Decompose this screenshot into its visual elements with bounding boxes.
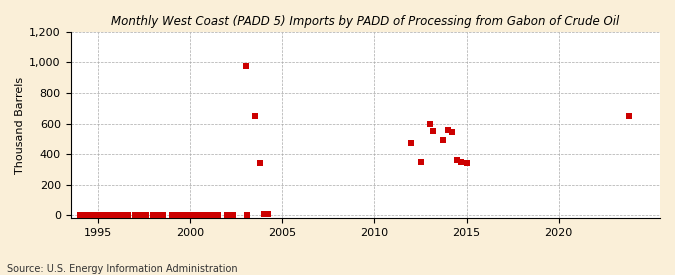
Point <box>170 213 181 217</box>
Point <box>157 213 168 217</box>
Point <box>92 213 103 217</box>
Point <box>148 213 159 217</box>
Point <box>76 213 87 217</box>
Point <box>255 161 266 166</box>
Point <box>242 213 252 217</box>
Point <box>425 121 435 126</box>
Point <box>262 212 273 217</box>
Point <box>111 213 122 217</box>
Point <box>443 128 454 132</box>
Point <box>415 160 426 164</box>
Point <box>107 213 118 217</box>
Point <box>446 130 457 134</box>
Point <box>188 213 199 217</box>
Point <box>122 213 133 217</box>
Title: Monthly West Coast (PADD 5) Imports by PADD of Processing from Gabon of Crude Oi: Monthly West Coast (PADD 5) Imports by P… <box>111 15 620 28</box>
Point <box>221 213 232 217</box>
Point <box>181 212 192 217</box>
Point <box>185 213 196 217</box>
Point <box>87 213 98 217</box>
Point <box>130 213 140 217</box>
Point <box>207 213 218 217</box>
Point <box>227 213 238 217</box>
Point <box>100 213 111 217</box>
Point <box>259 212 269 217</box>
Point <box>152 212 163 217</box>
Point <box>78 213 89 217</box>
Point <box>91 213 102 217</box>
Point <box>461 161 472 166</box>
Point <box>119 212 130 217</box>
Point <box>240 63 251 68</box>
Point <box>167 213 178 217</box>
Point <box>406 141 416 146</box>
Point <box>456 160 466 164</box>
Point <box>135 213 146 217</box>
Point <box>249 114 260 118</box>
Point <box>437 138 448 142</box>
Point <box>82 212 92 217</box>
Point <box>213 213 223 217</box>
Y-axis label: Thousand Barrels: Thousand Barrels <box>15 76 25 174</box>
Text: Source: U.S. Energy Information Administration: Source: U.S. Energy Information Administ… <box>7 264 238 274</box>
Point <box>97 213 107 217</box>
Point <box>74 213 85 217</box>
Point <box>140 213 151 217</box>
Point <box>176 213 186 217</box>
Point <box>104 212 115 217</box>
Point <box>203 213 214 217</box>
Point <box>84 213 95 217</box>
Point <box>115 213 126 217</box>
Point <box>428 129 439 133</box>
Point <box>452 158 463 163</box>
Point <box>194 212 205 217</box>
Point <box>623 114 634 118</box>
Point <box>198 213 209 217</box>
